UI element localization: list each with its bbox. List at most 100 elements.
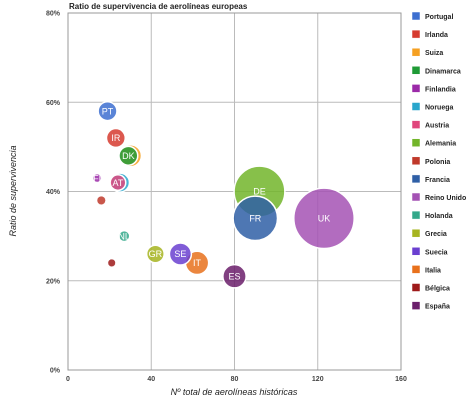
bubble-label: SE (174, 249, 186, 259)
bubble-suecia[interactable]: SE (168, 242, 193, 266)
legend-swatch (411, 138, 421, 147)
bubble-label: NL (118, 231, 130, 241)
legend-item-irlanda[interactable]: Irlanda (411, 29, 448, 39)
bubble-francia[interactable]: FR (232, 195, 279, 242)
bubble-españa[interactable]: ES (222, 263, 247, 289)
y-tick-label: 40% (46, 189, 61, 196)
legend-swatch (411, 29, 421, 39)
legend-label: Suiza (425, 50, 443, 57)
x-tick-label: 80 (231, 376, 239, 383)
x-tick-label: 0 (66, 376, 70, 383)
bubble-mark (107, 258, 116, 267)
bubble-mark (97, 101, 118, 122)
legend-item-españa[interactable]: España (411, 301, 450, 311)
legend-label: Bélgica (425, 286, 450, 293)
legend-item-finlandia[interactable]: Finlandia (411, 84, 456, 93)
x-tick-label: 160 (395, 376, 407, 383)
bubble-label: DK (122, 151, 135, 161)
legend-item-italia[interactable]: Italia (411, 265, 441, 274)
legend-label: Alemania (425, 141, 456, 148)
bubble-mark (222, 263, 247, 289)
legend-swatch (411, 156, 421, 166)
legend-swatch (411, 47, 421, 57)
legend-item-reino-unido[interactable]: Reino Unido (411, 192, 466, 202)
bubble-label: DE (253, 187, 266, 197)
legend-item-alemania[interactable]: Alemania (411, 138, 456, 148)
legend-swatch (411, 228, 421, 238)
bubble-label: UK (318, 213, 331, 223)
bubble-label: ES (228, 271, 240, 281)
x-tick-label: 40 (147, 376, 155, 383)
bubble-reino-unido[interactable]: UK (293, 187, 355, 250)
legend-swatch (411, 301, 421, 310)
y-tick-label: 60% (46, 100, 61, 107)
legend: Portugal Irlanda Suiza Dinamarca Finlandia No… (411, 11, 466, 311)
bubble-mark (117, 229, 131, 243)
legend-item-dinamarca[interactable]: Dinamarca (411, 66, 461, 75)
plot-area (67, 12, 402, 371)
legend-swatch (411, 66, 421, 75)
bubble-austria[interactable]: AT (109, 174, 127, 192)
legend-item-holanda[interactable]: Holanda (411, 210, 453, 220)
x-tick-label: 120 (312, 376, 324, 383)
bubble-label: FI (93, 173, 101, 183)
legend-label: Grecia (425, 231, 447, 238)
bubble-label: PT (102, 106, 114, 116)
legend-label: Portugal (425, 14, 453, 21)
bubble-mark (168, 242, 193, 266)
bubble-mark (232, 195, 279, 242)
legend-label: Francia (425, 177, 450, 184)
legend-label: Holanda (425, 213, 453, 220)
legend-item-francia[interactable]: Francia (411, 174, 450, 184)
legend-item-suiza[interactable]: Suiza (411, 47, 443, 57)
bubble-irlanda[interactable]: IR (105, 127, 127, 149)
legend-item-noruega[interactable]: Noruega (411, 102, 454, 112)
legend-swatch (411, 102, 421, 111)
bubble-dinamarca[interactable]: DK (118, 145, 139, 166)
bubble-holanda[interactable]: NL (117, 229, 131, 243)
bubble-mark (145, 244, 165, 264)
legend-item-bélgica[interactable]: Bélgica (411, 283, 450, 293)
bubble-label: AT (113, 178, 124, 188)
legend-item-austria[interactable]: Austria (411, 120, 449, 130)
legend-label: España (425, 304, 450, 311)
x-axis-title: Nº total de aerolíneas históricas (171, 387, 298, 397)
bubble-portugal[interactable]: PT (97, 101, 118, 122)
bubble-finlandia[interactable]: FI (92, 173, 102, 183)
legend-label: Reino Unido (425, 195, 466, 202)
legend-item-grecia[interactable]: Grecia (411, 228, 447, 238)
y-axis-title: Ratio de supervivencia (8, 145, 18, 236)
x-axis-ticks: 0 40 80 120 160 (66, 376, 407, 383)
legend-label: Noruega (425, 105, 454, 112)
legend-swatch (411, 265, 421, 274)
bubble-polonia[interactable] (96, 195, 106, 205)
legend-swatch (411, 84, 421, 93)
y-tick-label: 0% (50, 368, 61, 375)
bubble-mark (293, 187, 355, 250)
y-tick-label: 20% (46, 278, 61, 285)
bubble-mark (92, 173, 102, 183)
legend-label: Suecia (425, 249, 448, 256)
bubble-label: FR (249, 213, 261, 223)
legend-label: Italia (425, 267, 441, 274)
bubble-mark (105, 127, 127, 149)
legend-swatch (411, 11, 421, 21)
legend-item-portugal[interactable]: Portugal (411, 11, 453, 21)
legend-label: Finlandia (425, 86, 456, 93)
legend-swatch (411, 210, 421, 220)
bubble-grecia[interactable]: GR (145, 244, 165, 264)
legend-item-polonia[interactable]: Polonia (411, 156, 450, 166)
bubble-mark (96, 195, 106, 205)
bubble-label: IT (193, 258, 202, 268)
bubble-label: GR (149, 249, 163, 259)
legend-swatch (411, 174, 421, 184)
legend-item-suecia[interactable]: Suecia (411, 247, 448, 256)
legend-swatch (411, 192, 421, 202)
legend-swatch (411, 283, 421, 292)
legend-label: Irlanda (425, 32, 448, 39)
legend-label: Dinamarca (425, 68, 461, 75)
bubble-bélgica[interactable] (107, 258, 116, 267)
bubble-label: IR (111, 133, 121, 143)
